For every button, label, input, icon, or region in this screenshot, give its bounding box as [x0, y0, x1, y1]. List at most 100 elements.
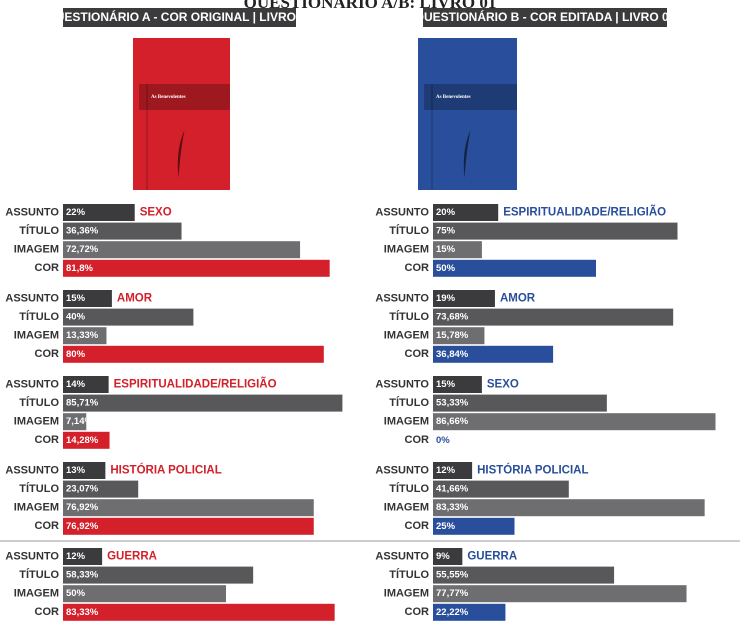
category-label: TÍTULO	[389, 482, 429, 495]
bar	[433, 290, 495, 307]
bar	[63, 499, 314, 517]
category-label: IMAGEM	[14, 502, 59, 514]
bar	[433, 308, 674, 326]
category-label: ASSUNTO	[5, 464, 59, 476]
bar	[433, 259, 596, 277]
topic-label: SEXO	[140, 207, 172, 219]
value-label: 13%	[66, 465, 86, 476]
value-label: 81,8%	[66, 263, 93, 274]
value-label: 14,28%	[66, 435, 99, 446]
category-label: COR	[405, 262, 430, 274]
category-label: TÍTULO	[389, 224, 429, 237]
bar	[433, 413, 716, 431]
bar	[433, 585, 687, 603]
value-label: 15%	[66, 293, 86, 304]
value-label: 9%	[436, 551, 450, 562]
book-cover-slash	[463, 130, 471, 178]
category-label: COR	[35, 520, 60, 532]
bar	[433, 480, 569, 498]
bar	[63, 585, 226, 603]
category-label: IMAGEM	[384, 244, 429, 256]
book-cover-band	[424, 84, 517, 110]
category-label: IMAGEM	[384, 502, 429, 514]
value-label: 15%	[436, 244, 456, 255]
category-label: ASSUNTO	[5, 550, 59, 562]
bar	[433, 499, 705, 517]
bar	[433, 204, 499, 221]
book-cover-slash	[177, 130, 185, 178]
category-label: COR	[405, 520, 430, 532]
category-label: ASSUNTO	[375, 292, 429, 304]
value-label: 40%	[66, 312, 86, 323]
bar	[433, 517, 515, 535]
value-label: 72,72%	[66, 244, 99, 255]
category-label: TÍTULO	[389, 396, 429, 409]
category-label: COR	[35, 348, 60, 360]
category-label: COR	[405, 348, 430, 360]
bar	[63, 327, 107, 345]
category-label: TÍTULO	[19, 224, 59, 237]
category-label: COR	[35, 262, 60, 274]
value-label: 15%	[436, 379, 456, 390]
value-label: 83,33%	[66, 607, 99, 618]
value-label: 22%	[66, 207, 86, 218]
value-label: 76,92%	[66, 502, 99, 513]
category-label: IMAGEM	[14, 244, 59, 256]
bar	[433, 603, 506, 621]
value-label: 36,84%	[436, 349, 469, 360]
value-label: 86,66%	[436, 416, 469, 427]
value-label: 76,92%	[66, 521, 99, 532]
value-label: 50%	[66, 588, 86, 599]
bar	[63, 222, 182, 240]
value-label: 73,68%	[436, 312, 469, 323]
topic-label: AMOR	[500, 293, 536, 305]
bar	[63, 462, 106, 479]
value-label: 12%	[436, 465, 456, 476]
value-label: 75%	[436, 226, 456, 237]
book-cover-band	[139, 84, 230, 110]
value-label: 19%	[436, 293, 456, 304]
topic-label: SEXO	[487, 379, 519, 391]
value-label: 15,78%	[436, 330, 469, 341]
page-title: QUESTIONÁRIO A/B: LIVRO 01	[244, 0, 497, 12]
value-label: 80%	[66, 349, 86, 360]
category-label: COR	[35, 434, 60, 446]
category-label: IMAGEM	[384, 416, 429, 428]
category-label: COR	[405, 434, 430, 446]
bar	[63, 259, 330, 277]
topic-label: AMOR	[117, 293, 153, 305]
category-label: ASSUNTO	[375, 464, 429, 476]
category-label: COR	[35, 606, 60, 618]
bar	[63, 480, 139, 498]
book-cover	[133, 38, 230, 190]
value-label: 25%	[436, 521, 456, 532]
bar	[63, 394, 343, 412]
value-label: 12%	[66, 551, 86, 562]
bar	[433, 222, 678, 240]
category-label: IMAGEM	[14, 588, 59, 600]
bar	[433, 548, 463, 565]
category-label: TÍTULO	[19, 568, 59, 581]
category-label: IMAGEM	[14, 416, 59, 428]
topic-label: HISTÓRIA POLICIAL	[477, 464, 588, 477]
value-label: 83,33%	[436, 502, 469, 513]
category-label: TÍTULO	[19, 482, 59, 495]
panel-header-box	[63, 8, 296, 27]
value-label: 50%	[436, 263, 456, 274]
value-label: 36,36%	[66, 226, 99, 237]
bar	[433, 462, 473, 479]
category-label: COR	[405, 606, 430, 618]
book-cover-title: As Benevolentes	[436, 95, 471, 100]
topic-label: HISTÓRIA POLICIAL	[110, 464, 221, 477]
value-label: 20%	[436, 207, 456, 218]
category-label: ASSUNTO	[375, 378, 429, 390]
bar	[63, 376, 109, 393]
category-label: IMAGEM	[384, 588, 429, 600]
category-label: TÍTULO	[19, 396, 59, 409]
value-label: 55,55%	[436, 570, 469, 581]
bar	[433, 376, 482, 393]
value-label: 0%	[436, 435, 450, 446]
bar	[63, 603, 335, 621]
value-label: 53,33%	[436, 398, 469, 409]
category-label: ASSUNTO	[5, 378, 59, 390]
